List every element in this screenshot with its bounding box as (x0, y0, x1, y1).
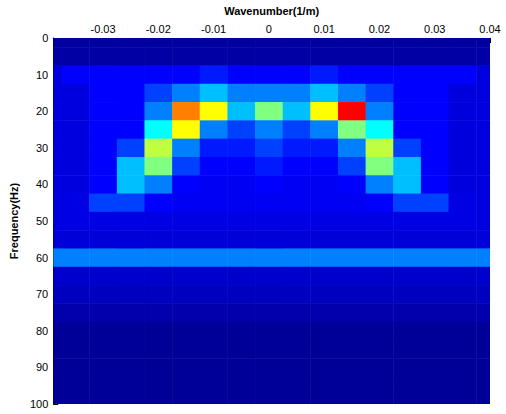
svg-text:0.04: 0.04 (479, 23, 500, 35)
svg-text:50: 50 (36, 215, 48, 227)
svg-text:90: 90 (36, 361, 48, 373)
svg-text:60: 60 (36, 252, 48, 264)
svg-text:-0.01: -0.01 (201, 23, 226, 35)
svg-text:0.01: 0.01 (313, 23, 334, 35)
svg-text:Frequency(Hz): Frequency(Hz) (8, 182, 20, 259)
svg-text:-0.03: -0.03 (90, 23, 115, 35)
svg-text:0: 0 (42, 32, 48, 44)
svg-text:70: 70 (36, 288, 48, 300)
svg-text:-0.02: -0.02 (146, 23, 171, 35)
svg-text:20: 20 (36, 105, 48, 117)
svg-text:0: 0 (266, 23, 272, 35)
svg-text:0.02: 0.02 (369, 23, 390, 35)
svg-text:100: 100 (30, 398, 48, 410)
svg-text:30: 30 (36, 142, 48, 154)
svg-text:Wavenumber(1/m): Wavenumber(1/m) (224, 5, 319, 17)
svg-text:40: 40 (36, 178, 48, 190)
svg-text:80: 80 (36, 325, 48, 337)
svg-text:0.03: 0.03 (424, 23, 445, 35)
svg-text:10: 10 (36, 69, 48, 81)
